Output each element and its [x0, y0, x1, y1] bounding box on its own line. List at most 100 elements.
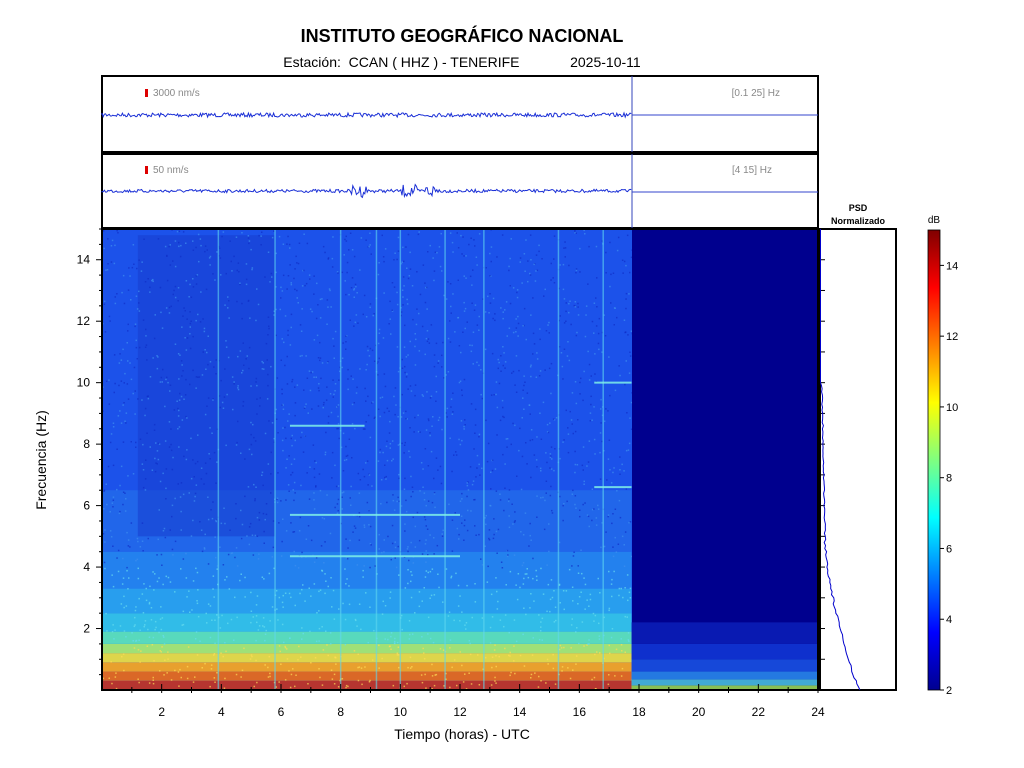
spectrogram-speckle: [148, 603, 151, 605]
spectrogram-speckle: [256, 398, 258, 400]
spectrogram-speckle: [389, 597, 391, 599]
spectrogram-speckle: [225, 444, 227, 447]
spectrogram-speckle: [261, 368, 264, 370]
spectrogram-speckle: [195, 246, 197, 249]
spectrogram-speckle: [216, 614, 218, 616]
spectrogram-speckle: [442, 649, 445, 651]
spectrogram-speckle: [148, 636, 151, 638]
spectrogram-speckle: [137, 540, 139, 543]
spectrogram-speckle: [180, 568, 182, 570]
spectrogram-speckle: [337, 404, 340, 406]
spectrogram-speckle: [123, 302, 126, 305]
spectrogram-speckle: [371, 485, 373, 487]
spectrogram-speckle: [417, 233, 420, 236]
spectrogram-speckle: [134, 390, 136, 392]
spectrogram-speckle: [508, 489, 511, 491]
spectrogram-speckle: [296, 262, 298, 264]
spectrogram-speckle: [508, 269, 510, 272]
waveform-trace: [101, 111, 632, 119]
spectrogram-speckle: [547, 663, 549, 665]
spectrogram-speckle: [535, 376, 538, 378]
spectrogram-speckle: [354, 618, 357, 621]
spectrogram-speckle: [205, 288, 208, 291]
psd-title-line1: PSD: [849, 203, 868, 213]
waveform-panel-filtered: 50 nm/s [4 15] Hz: [101, 153, 819, 229]
spectrogram-speckle: [445, 672, 447, 675]
spectrogram-speckle: [356, 564, 359, 566]
spectrogram-speckle: [342, 342, 344, 344]
spectrogram-speckle: [409, 427, 411, 429]
spectrogram-speckle: [567, 433, 570, 435]
spectrogram-speckle: [223, 396, 226, 398]
spectrogram-speckle: [581, 572, 583, 575]
spectrogram-speckle: [293, 458, 296, 460]
spectrogram-speckle: [161, 646, 163, 648]
spectrogram-speckle: [405, 356, 408, 358]
spectrogram-speckle: [598, 317, 601, 320]
spectrogram-speckle: [170, 305, 172, 308]
spectrogram-speckle: [466, 484, 469, 487]
spectrogram-speckle: [209, 605, 212, 607]
spectrogram-speckle: [471, 302, 473, 304]
spectrogram-speckle: [132, 473, 135, 475]
spectrogram-speckle: [343, 459, 346, 462]
spectrogram-speckle: [275, 590, 278, 592]
spectrogram-speckle: [540, 626, 542, 628]
spectrogram-speckle: [433, 270, 436, 272]
spectrogram-speckle: [227, 622, 229, 625]
spectrogram-speckle: [347, 547, 349, 549]
spectrogram-speckle: [510, 671, 512, 674]
spectrogram-speckle: [123, 630, 126, 632]
spectrogram-speckle: [148, 682, 151, 684]
spectrogram-speckle: [359, 269, 361, 271]
spectrogram-speckle: [106, 503, 108, 506]
spectrogram-speckle: [532, 297, 534, 299]
spectrogram-speckle: [425, 429, 428, 431]
spectrogram-speckle: [624, 531, 627, 533]
spectrogram-speckle: [627, 334, 629, 336]
spectrogram-speckle: [424, 673, 426, 676]
spectrogram-speckle: [457, 584, 460, 587]
spectrogram-speckle: [406, 373, 408, 375]
spectrogram-speckle: [476, 264, 478, 266]
spectrogram-speckle: [529, 607, 531, 609]
spectrogram-speckle: [378, 667, 380, 669]
spectrogram-speckle: [284, 645, 286, 648]
spectrogram-speckle: [250, 610, 253, 612]
spectrogram-speckle: [218, 395, 221, 397]
spectrogram-speckle: [449, 647, 451, 649]
spectrogram-speckle: [293, 531, 296, 533]
spectrogram-speckle: [586, 599, 588, 601]
spectrogram-speckle: [303, 407, 306, 409]
spectrogram-speckle: [392, 458, 394, 460]
spectrogram-speckle: [470, 403, 473, 405]
spectrogram-speckle: [265, 503, 268, 505]
spectrogram-speckle: [179, 392, 181, 395]
spectrogram-speckle: [630, 256, 632, 259]
spectrogram-speckle: [414, 546, 417, 548]
spectrogram-speckle: [476, 324, 479, 326]
spectrogram-speckle: [307, 683, 309, 685]
spectrogram-speckle: [407, 388, 409, 390]
spectrogram-speckle: [431, 425, 433, 427]
spectrogram-speckle: [353, 325, 355, 327]
spectrogram-speckle: [315, 485, 317, 487]
spectrogram-speckle: [545, 330, 548, 332]
spectrogram-speckle: [215, 556, 217, 559]
spectrogram-speckle: [233, 639, 235, 641]
spectrogram-speckle: [407, 666, 409, 669]
spectrogram-speckle: [629, 521, 632, 523]
spectrogram-speckle: [280, 297, 282, 299]
spectrogram-speckle: [612, 546, 614, 548]
spectrogram-speckle: [389, 447, 391, 449]
spectrogram-speckle: [394, 387, 397, 389]
spectrogram-speckle: [522, 397, 524, 399]
spectrogram-speckle: [330, 411, 333, 414]
spectrogram-speckle: [494, 468, 497, 470]
spectrogram-speckle: [605, 531, 607, 533]
spectrogram-speckle: [599, 592, 601, 594]
spectrogram-speckle: [396, 641, 399, 644]
spectrogram-speckle: [499, 499, 502, 501]
spectrogram-speckle: [463, 310, 466, 312]
spectrogram-speckle: [236, 300, 238, 303]
